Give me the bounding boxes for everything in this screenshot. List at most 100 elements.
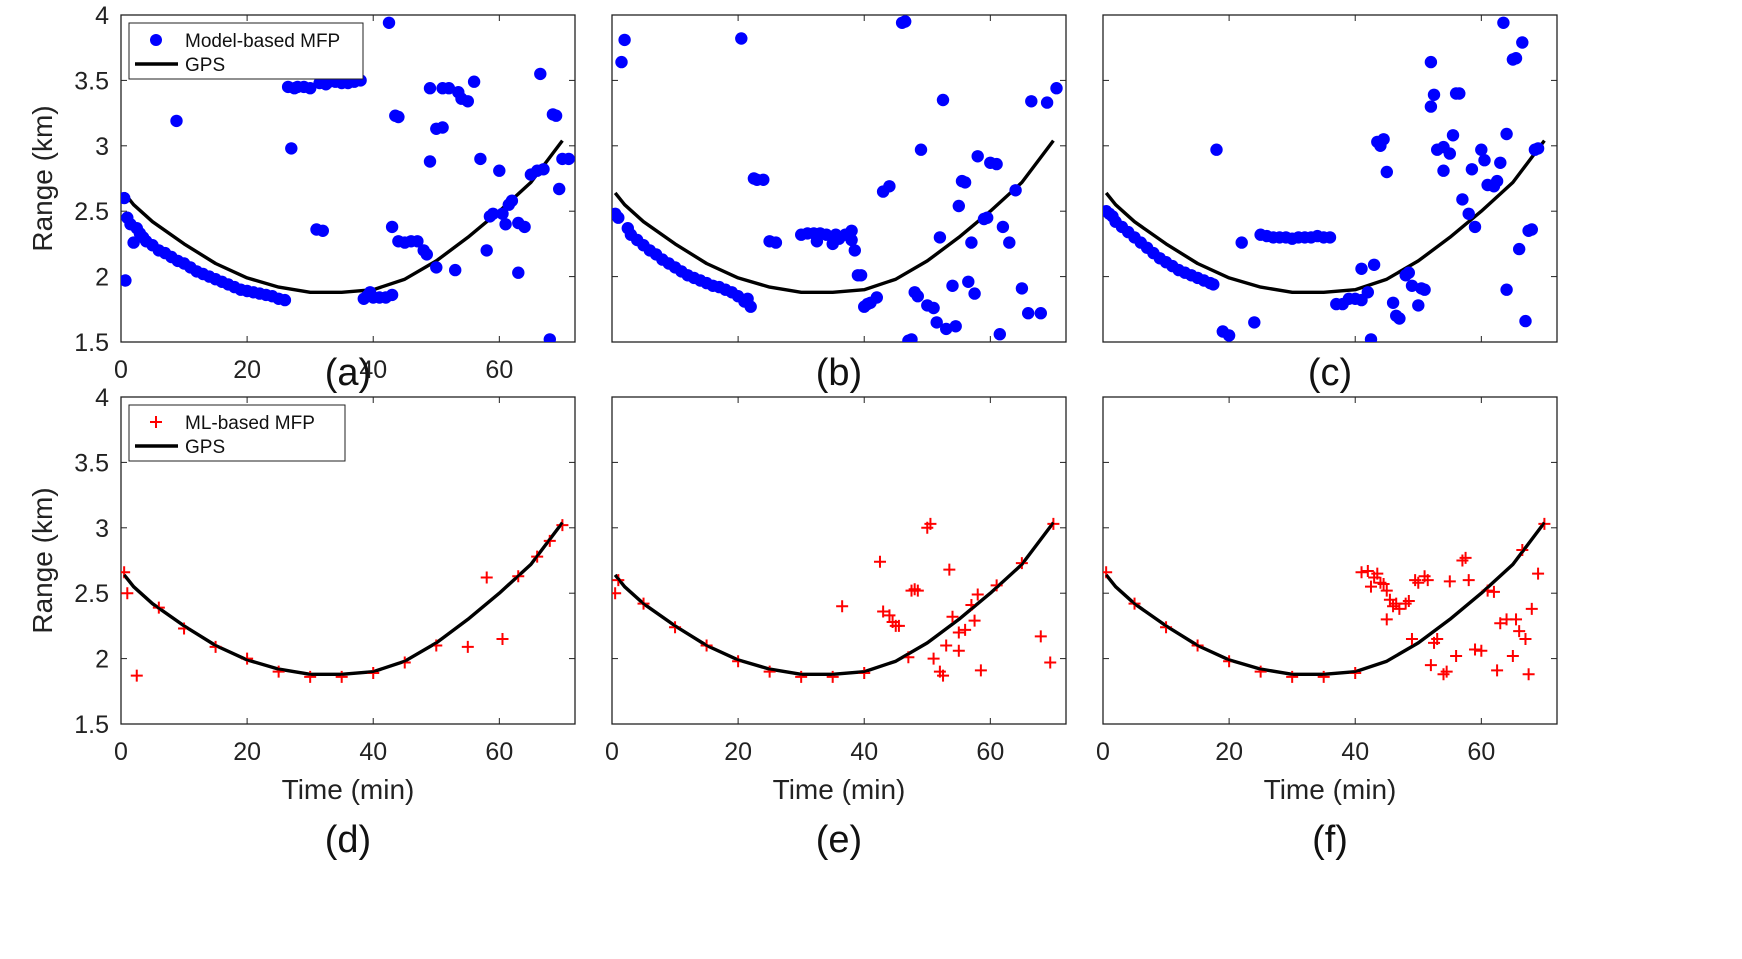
ml-mfp-point (1412, 576, 1425, 589)
panel-label: (e) (816, 819, 862, 861)
model-mfp-point (1386, 296, 1400, 309)
model-mfp-point (411, 235, 424, 248)
ml-mfp-point (1532, 567, 1545, 580)
model-mfp-point (1050, 82, 1063, 95)
ml-mfp-point (1371, 567, 1384, 580)
ml-mfp-point (1443, 575, 1456, 588)
model-mfp-point (423, 82, 437, 95)
model-mfp-point (914, 143, 928, 156)
model-mfp-point (382, 16, 396, 29)
gps-line (1104, 139, 1546, 294)
x-tick-label: 0 (605, 738, 619, 766)
model-mfp-point (1393, 312, 1406, 325)
model-mfp-point (965, 236, 978, 249)
model-mfp-point (1531, 142, 1545, 155)
panel-c: (c) (1102, 14, 1558, 394)
model-mfp-point (1490, 174, 1504, 188)
model-mfp-point (899, 15, 912, 28)
model-mfp-point (618, 33, 631, 47)
gps-line (122, 139, 564, 294)
x-axis-label: Time (min) (282, 774, 415, 805)
panel-b: (b) (611, 14, 1067, 394)
ml-mfp-point (1469, 643, 1482, 656)
model-mfp-point (449, 263, 462, 277)
ml-mfp-point (1519, 632, 1532, 645)
model-mfp-point (499, 218, 512, 231)
ml-mfp-point (763, 665, 776, 678)
model-mfp-point (971, 150, 984, 163)
ml-mfp-point (1364, 580, 1377, 593)
model-mfp-point (461, 95, 474, 108)
ml-mfp-point (892, 619, 905, 632)
legend: Model-based MFP GPS (128, 22, 364, 80)
panel-label: (f) (1312, 819, 1348, 861)
model-mfp-point (1468, 220, 1482, 234)
model-mfp-point (1210, 143, 1223, 156)
ml-mfp-point (1402, 595, 1415, 608)
model-mfp-point (385, 220, 399, 234)
model-mfp-point (1402, 266, 1416, 279)
model-mfp-point (1525, 223, 1539, 236)
ml-mfp-point (908, 583, 921, 596)
axes-box (1102, 14, 1558, 343)
ml-mfp-point (1491, 664, 1504, 677)
gps-line-overlay (1105, 521, 1546, 676)
model-mfp-point (845, 224, 858, 237)
model-mfp-point (1235, 236, 1248, 249)
model-mfp-point (285, 142, 298, 155)
y-axis-label: Range (km) (27, 487, 58, 633)
model-mfp-point (121, 274, 132, 287)
gps-line-overlay (614, 521, 1055, 676)
model-mfp-point (1355, 262, 1368, 275)
model-mfp-point (1009, 184, 1022, 197)
panel-f: 0 20 40 60 Time (min) (f) (1096, 396, 1558, 861)
model-mfp-point (420, 248, 433, 261)
plot-area (121, 519, 569, 683)
model-mfp-point (486, 207, 500, 220)
ml-mfp-point (1034, 630, 1047, 643)
model-mfp-point (385, 288, 399, 302)
model-mfp-point (1509, 52, 1523, 65)
model-mfp-point (1323, 231, 1337, 244)
axes-box (611, 396, 1067, 725)
model-mfp-point (392, 110, 405, 124)
model-mfp-point (1361, 286, 1375, 299)
ml-mfp-point (1317, 670, 1330, 683)
model-mfp-point (993, 328, 1006, 341)
model-mfp-point (1034, 307, 1048, 320)
ml-mfp-point (1044, 656, 1057, 669)
y-tick-label: 1.5 (74, 711, 109, 739)
model-mfp-point (127, 236, 140, 249)
model-mfp-point (278, 293, 292, 307)
y-tick-label: 1.5 (74, 329, 109, 357)
panel-label: (c) (1308, 352, 1352, 394)
gps-line (122, 521, 564, 676)
model-mfp-point (958, 176, 972, 189)
panel-label: (b) (816, 352, 862, 394)
model-mfp-point (1015, 282, 1029, 295)
model-mfp-point (990, 157, 1003, 171)
x-tick-label: 0 (114, 738, 128, 766)
model-mfp-point (1025, 95, 1038, 108)
model-mfp-point (940, 322, 953, 336)
x-tick-label: 60 (485, 738, 513, 766)
model-mfp-point (316, 224, 329, 237)
plot-area (1103, 16, 1546, 342)
model-mfp-point (1427, 88, 1441, 102)
model-mfp-point (505, 194, 519, 207)
model-mfp-point (549, 109, 563, 122)
legend-plus-marker (150, 416, 162, 428)
ml-mfp-point (1437, 668, 1450, 681)
ml-mfp-point (612, 587, 622, 600)
x-tick-label: 20 (1215, 738, 1243, 766)
ml-mfp-point (496, 632, 509, 645)
ml-mfp-point (1421, 574, 1434, 587)
ml-mfp-point (1380, 613, 1393, 626)
model-mfp-point (1424, 55, 1438, 69)
ml-mfp-point (946, 610, 959, 623)
model-mfp-point (848, 244, 861, 257)
legend-box (128, 404, 346, 462)
model-mfp-point (996, 220, 1010, 234)
